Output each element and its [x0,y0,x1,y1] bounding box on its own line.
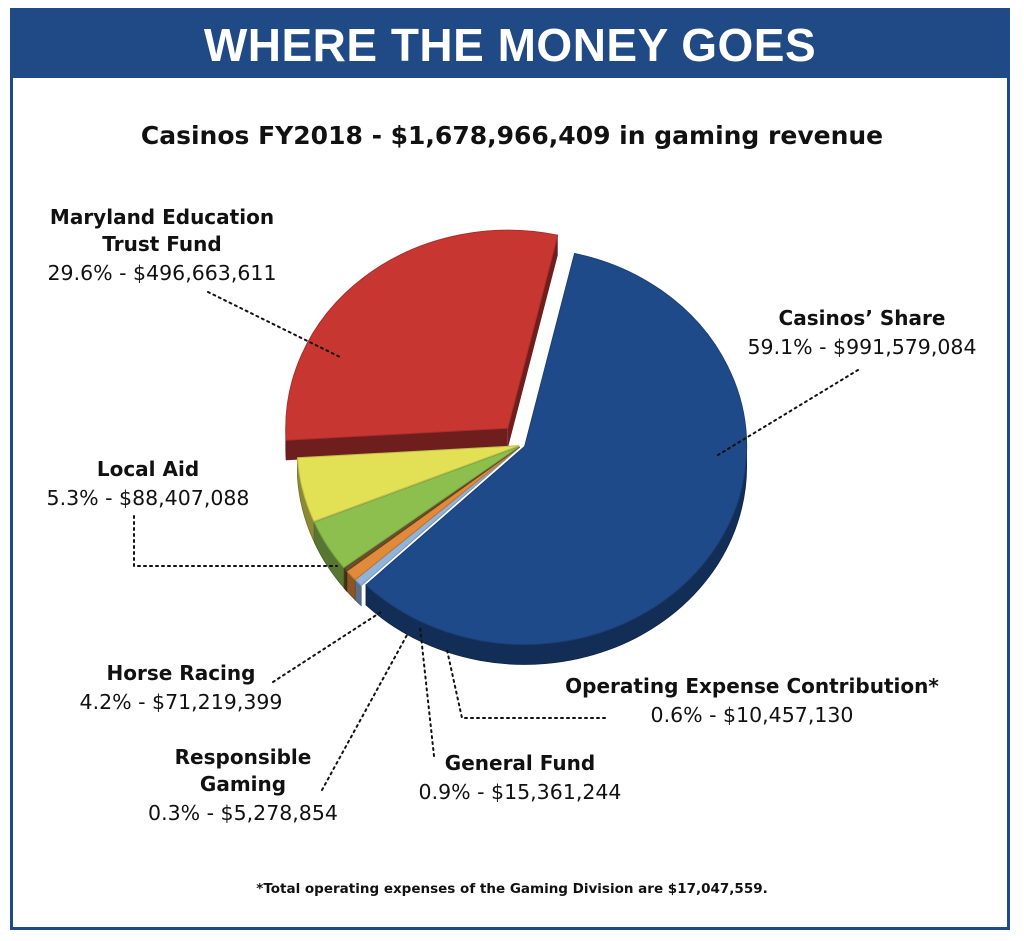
slice-label-6: Maryland Education Trust Fund 29.6% - $496… [47,205,276,285]
pie-slice-cut-6-0 [286,428,508,461]
slice-label-5: Local Aid 5.3% - $88,407,088 [47,457,250,510]
slice-label-1: Operating Expense Contribution* 0.6% - $1… [565,674,939,727]
leader-line-4 [272,611,382,683]
pie-slice-cut-6-1 [507,235,558,449]
leader-line-6 [207,291,341,358]
slice-value-4: 4.2% - $71,219,399 [80,690,283,714]
pie-slice-0 [365,252,748,645]
slice-label-2: General Fund 0.9% - $15,361,244 [419,751,622,804]
slice-label-4: Horse Racing 4.2% - $71,219,399 [80,661,283,714]
title-banner: WHERE THE MONEY GOES [10,8,1010,78]
pie-slices [285,229,748,665]
leader-line-2 [419,626,435,757]
footnote: *Total operating expenses of the Gaming … [256,881,768,897]
leader-lines [133,291,859,791]
slice-value-0: 59.1% - $991,579,084 [747,335,976,359]
slice-name-6-1: Trust Fund [102,232,221,256]
leader-line-1 [446,649,606,719]
slice-value-6: 29.6% - $496,663,611 [47,261,276,285]
banner-title: WHERE THE MONEY GOES [203,19,817,71]
slice-name-3-0: Responsible [175,745,312,769]
slice-value-5: 5.3% - $88,407,088 [47,486,250,510]
slice-name-3-1: Gaming [200,772,286,796]
slice-value-1: 0.6% - $10,457,130 [651,703,854,727]
slice-value-2: 0.9% - $15,361,244 [419,780,622,804]
slice-name-4-0: Horse Racing [107,661,256,685]
slice-name-2-0: General Fund [445,751,595,775]
pie-slice-side-3 [343,566,348,593]
slice-labels: Casinos’ Share 59.1% - $991,579,084 Operat… [47,205,977,825]
pie-slice-4 [313,446,520,569]
chart-title: Casinos FY2018 - $1,678,966,409 in gamin… [140,121,884,150]
leader-line-3 [321,634,408,791]
slice-name-1-0: Operating Expense Contribution* [565,674,939,698]
slice-label-0: Casinos’ Share 59.1% - $991,579,084 [747,306,976,359]
slice-label-3: Responsible Gaming 0.3% - $5,278,854 [148,745,338,825]
slice-name-6-0: Maryland Education [50,205,274,229]
pie-slice-5 [296,445,520,522]
slice-name-5-0: Local Aid [97,457,199,481]
leader-line-5 [133,515,338,567]
pie-slice-6 [285,229,559,441]
slice-name-0-0: Casinos’ Share [779,306,946,330]
slice-value-3: 0.3% - $5,278,854 [148,801,338,825]
